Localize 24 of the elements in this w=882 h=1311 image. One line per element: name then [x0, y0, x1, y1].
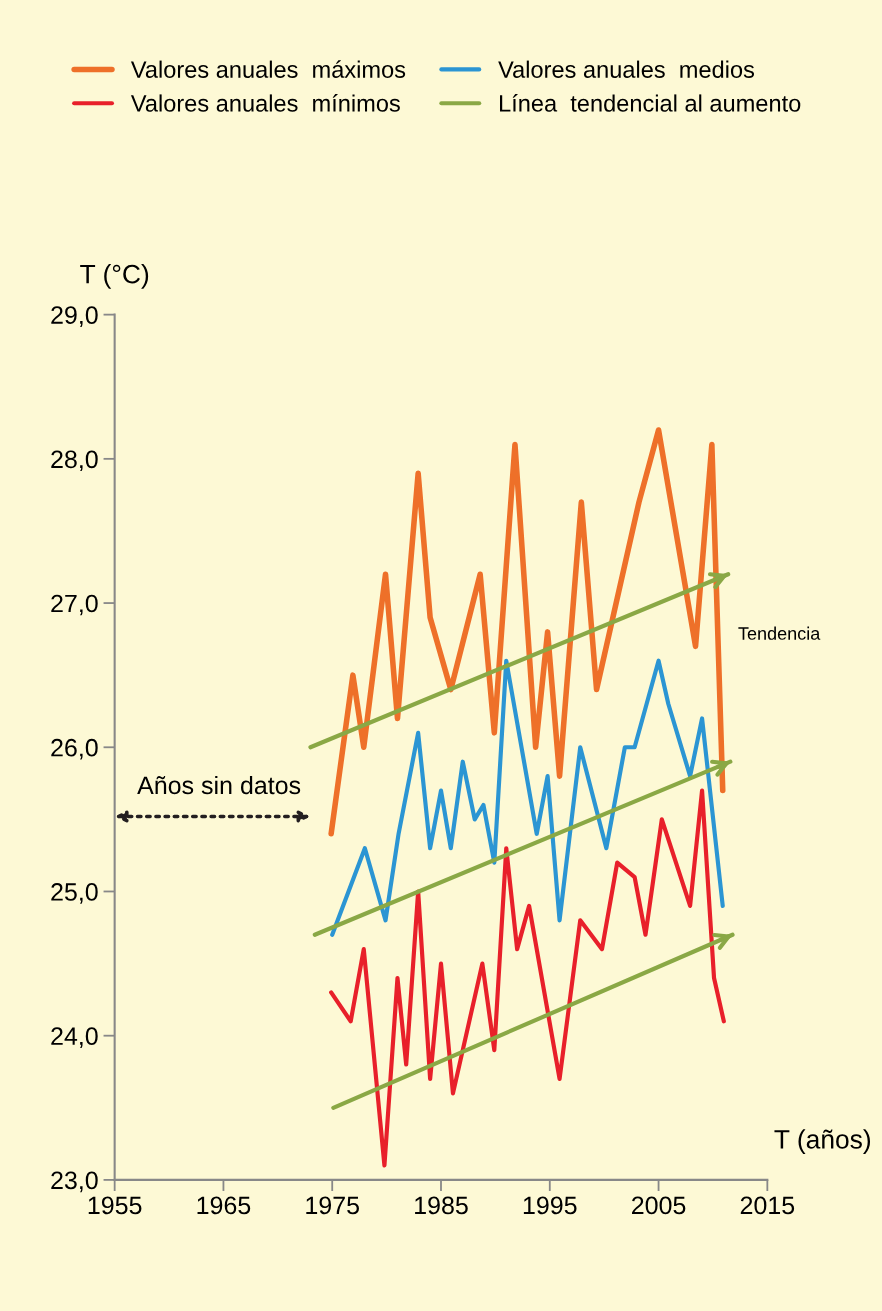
y-tick-label: 24,0: [51, 1027, 98, 1048]
legend-label: Valores anuales máximos: [130, 60, 406, 78]
x-tick-label: 1975: [306, 1196, 359, 1215]
line-series: [330, 658, 725, 937]
annotation: Tendencia: [738, 626, 821, 640]
x-tick-label: 1955: [88, 1196, 142, 1215]
y-axis-title: T (°C): [80, 264, 149, 289]
y-tick-label: 26,0: [51, 738, 98, 760]
x-axis-title: T (años): [774, 1129, 871, 1154]
line-series: [329, 788, 726, 1168]
x-tick-label: 1995: [523, 1196, 577, 1215]
x-tick-label: 2005: [632, 1196, 686, 1215]
legend-label: Valores anuales mínimos: [130, 94, 400, 112]
legend-label: Línea tendencial al aumento: [500, 94, 801, 112]
y-tick-label: 25,0: [51, 883, 98, 904]
legend-label: Valores anuales medios: [498, 60, 755, 78]
y-tick-label: 23,0: [51, 1171, 98, 1193]
y-tick-label: 28,0: [51, 450, 98, 472]
x-tick-label: 2015: [740, 1196, 795, 1215]
y-tick-label: 27,0: [51, 594, 98, 616]
y-tick-label: 29,0: [51, 306, 98, 327]
x-tick-label: 1965: [197, 1196, 251, 1215]
x-tick-label: 1985: [415, 1196, 468, 1215]
annotation: Años sin datos: [137, 775, 301, 795]
